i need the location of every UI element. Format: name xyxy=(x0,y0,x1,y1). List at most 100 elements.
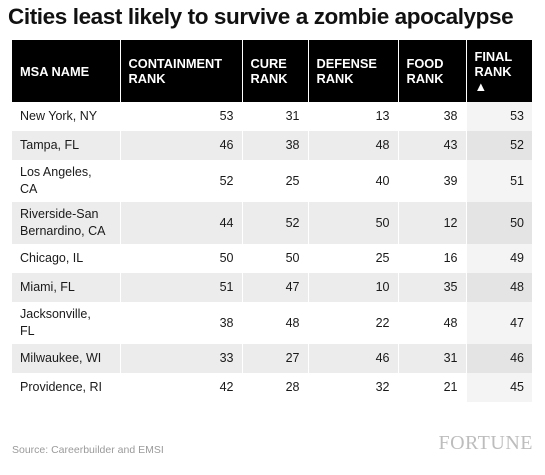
containment-rank-cell: 51 xyxy=(120,273,243,302)
final-rank-cell: 45 xyxy=(466,373,532,402)
cure-rank-cell: 25 xyxy=(242,160,309,202)
msa-name-line: FL xyxy=(20,324,35,338)
food-rank-cell: 39 xyxy=(398,160,467,202)
column-header-line: MSA NAME xyxy=(20,63,90,79)
column-header-line: RANK xyxy=(250,71,288,86)
final-rank-cell: 48 xyxy=(466,273,532,302)
msa-name-line: Chicago, IL xyxy=(20,251,84,265)
column-header-containment-rank[interactable]: CONTAINMENT RANK xyxy=(120,40,243,102)
msa-name-line: Milwaukee, WI xyxy=(20,351,102,365)
cure-rank-cell: 28 xyxy=(242,373,309,402)
table-row: Tampa, FL 46 38 48 43 52 xyxy=(12,131,532,160)
msa-name-line: Miami, FL xyxy=(20,280,75,294)
defense-rank-cell: 50 xyxy=(308,202,399,244)
msa-name-line: Providence, RI xyxy=(20,380,102,394)
food-rank-cell: 43 xyxy=(398,131,467,160)
defense-rank-cell: 32 xyxy=(308,373,399,402)
msa-name-cell: Tampa, FL xyxy=(12,131,121,160)
column-header-line: CURE xyxy=(250,56,287,71)
containment-rank-cell: 42 xyxy=(120,373,243,402)
table-row: New York, NY 53 31 13 38 53 xyxy=(12,102,532,131)
final-rank-cell: 51 xyxy=(466,160,532,202)
defense-rank-cell: 10 xyxy=(308,273,399,302)
final-rank-cell: 46 xyxy=(466,344,532,373)
msa-name-cell: Providence, RI xyxy=(12,373,121,402)
cure-rank-cell: 52 xyxy=(242,202,309,244)
table-row: Miami, FL 51 47 10 35 48 xyxy=(12,273,532,302)
cure-rank-cell: 27 xyxy=(242,344,309,373)
msa-name-line: Riverside-San xyxy=(20,207,99,221)
column-header-msa-name[interactable]: MSA NAME xyxy=(12,40,121,102)
food-rank-cell: 16 xyxy=(398,244,467,273)
containment-rank-cell: 52 xyxy=(120,160,243,202)
msa-name-cell: Los Angeles, CA xyxy=(12,160,121,202)
table-row: Los Angeles, CA 52 25 40 39 51 xyxy=(12,160,532,202)
table-header-row: MSA NAME CONTAINMENT RANK CURE RANK DEFE… xyxy=(12,40,532,102)
column-header-line: DEFENSE xyxy=(316,56,377,71)
table-row: Chicago, IL 50 50 25 16 49 xyxy=(12,244,532,273)
table-row: Riverside-San Bernardino, CA 44 52 50 12 50 xyxy=(12,202,532,244)
column-header-line: RANK xyxy=(316,71,354,86)
containment-rank-cell: 38 xyxy=(120,302,243,344)
food-rank-cell: 31 xyxy=(398,344,467,373)
defense-rank-cell: 46 xyxy=(308,344,399,373)
defense-rank-cell: 48 xyxy=(308,131,399,160)
msa-name-cell: Riverside-San Bernardino, CA xyxy=(12,202,121,244)
column-header-line: CONTAINMENT xyxy=(128,56,223,71)
msa-name-cell: Jacksonville, FL xyxy=(12,302,121,344)
column-header-cure-rank[interactable]: CURE RANK xyxy=(242,40,309,102)
msa-name-line: Bernardino, CA xyxy=(20,224,106,238)
food-rank-cell: 48 xyxy=(398,302,467,344)
sort-ascending-icon: ▲ xyxy=(474,78,488,94)
food-rank-cell: 35 xyxy=(398,273,467,302)
containment-rank-cell: 50 xyxy=(120,244,243,273)
msa-name-cell: New York, NY xyxy=(12,102,121,131)
msa-name-cell: Chicago, IL xyxy=(12,244,121,273)
final-rank-cell: 50 xyxy=(466,202,532,244)
cure-rank-cell: 50 xyxy=(242,244,309,273)
msa-name-line: Los Angeles, xyxy=(20,165,92,179)
containment-rank-cell: 44 xyxy=(120,202,243,244)
final-rank-cell: 52 xyxy=(466,131,532,160)
containment-rank-cell: 53 xyxy=(120,102,243,131)
msa-name-cell: Miami, FL xyxy=(12,273,121,302)
food-rank-cell: 38 xyxy=(398,102,467,131)
defense-rank-cell: 25 xyxy=(308,244,399,273)
table-row: Providence, RI 42 28 32 21 45 xyxy=(12,373,532,402)
containment-rank-cell: 33 xyxy=(120,344,243,373)
cure-rank-cell: 38 xyxy=(242,131,309,160)
table-row: Milwaukee, WI 33 27 46 31 46 xyxy=(12,344,532,373)
column-header-line: RANK xyxy=(128,71,166,86)
chart-title: Cities least likely to survive a zombie … xyxy=(8,4,514,29)
defense-rank-cell: 22 xyxy=(308,302,399,344)
fortune-logo: FORTUNE xyxy=(438,432,533,454)
column-header-line: RANK xyxy=(474,63,512,79)
defense-rank-cell: 40 xyxy=(308,160,399,202)
msa-name-line: Tampa, FL xyxy=(20,138,80,152)
column-header-line: RANK xyxy=(406,71,444,86)
cure-rank-cell: 48 xyxy=(242,302,309,344)
rank-table: MSA NAME CONTAINMENT RANK CURE RANK DEFE… xyxy=(12,40,532,402)
table-row: Jacksonville, FL 38 48 22 48 47 xyxy=(12,302,532,344)
containment-rank-cell: 46 xyxy=(120,131,243,160)
msa-name-line: CA xyxy=(20,182,38,196)
cure-rank-cell: 47 xyxy=(242,273,309,302)
cure-rank-cell: 31 xyxy=(242,102,309,131)
column-header-line: FOOD xyxy=(406,56,444,71)
final-rank-cell: 53 xyxy=(466,102,532,131)
defense-rank-cell: 13 xyxy=(308,102,399,131)
column-header-food-rank[interactable]: FOOD RANK xyxy=(398,40,467,102)
table-body: New York, NY 53 31 13 38 53 Tampa, FL 46 38 48 43 5… xyxy=(12,102,532,402)
final-rank-cell: 47 xyxy=(466,302,532,344)
column-header-line: FINAL xyxy=(474,48,513,64)
food-rank-cell: 21 xyxy=(398,373,467,402)
column-header-defense-rank[interactable]: DEFENSE RANK xyxy=(308,40,399,102)
final-rank-cell: 49 xyxy=(466,244,532,273)
msa-name-cell: Milwaukee, WI xyxy=(12,344,121,373)
msa-name-line: New York, NY xyxy=(20,109,98,123)
msa-name-line: Jacksonville, xyxy=(20,307,91,321)
food-rank-cell: 12 xyxy=(398,202,467,244)
column-header-final-rank[interactable]: FINAL RANK ▲ xyxy=(466,40,532,102)
source-note: Source: Careerbuilder and EMSI xyxy=(12,444,164,456)
